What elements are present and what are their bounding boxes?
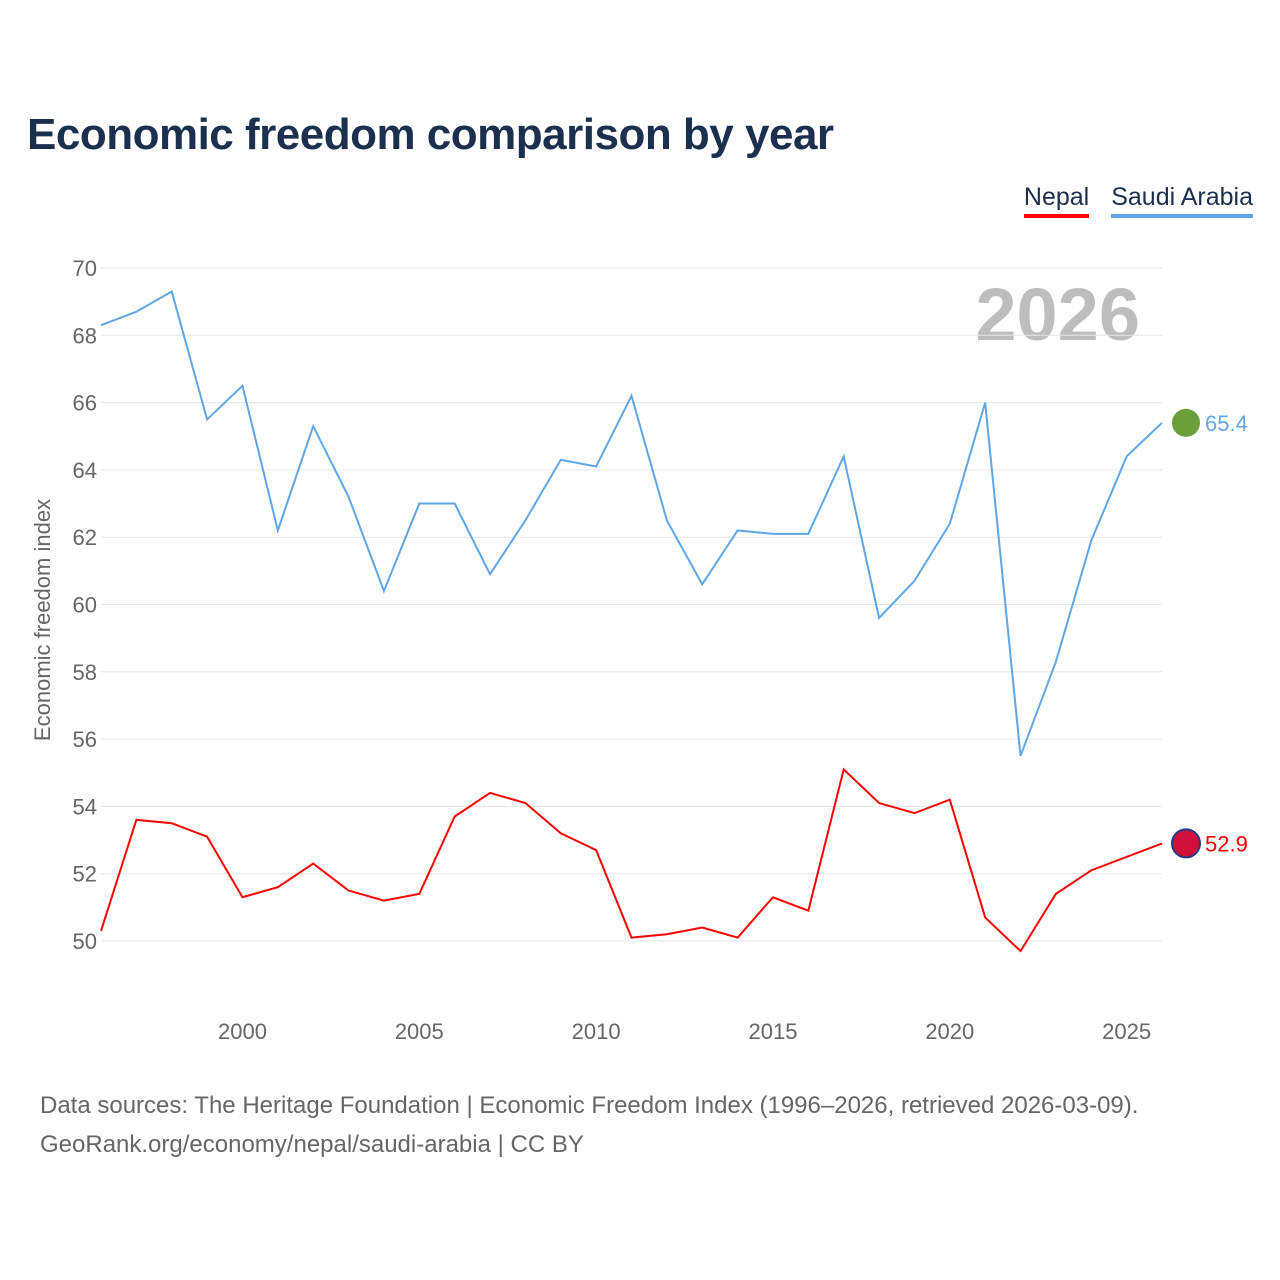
data-point[interactable] [452,813,458,819]
chart-title: Economic freedom comparison by year [27,110,834,159]
data-point[interactable] [911,578,917,584]
data-point[interactable] [416,501,422,507]
data-point[interactable] [1159,840,1165,846]
y-tick-label: 66 [73,391,97,416]
data-point[interactable] [239,894,245,900]
data-point[interactable] [735,935,741,941]
legend: Nepal Saudi Arabia [1023,183,1253,218]
y-tick-label: 70 [73,256,97,281]
series-line-nepal[interactable] [100,767,1163,953]
data-point[interactable] [841,453,847,459]
footer: Data sources: The Heritage Foundation | … [40,1086,1138,1164]
data-point[interactable] [593,464,599,470]
data-point[interactable] [381,898,387,904]
data-point[interactable] [805,908,811,914]
data-point[interactable] [1018,753,1024,759]
data-point[interactable] [770,894,776,900]
data-point[interactable] [239,383,245,389]
footer-attribution: GeoRank.org/economy/nepal/saudi-arabia |… [40,1131,584,1158]
y-tick-label: 54 [73,794,97,819]
data-point[interactable] [275,884,281,890]
y-tick-label: 50 [73,929,97,954]
data-point[interactable] [1088,867,1094,873]
y-tick-label: 60 [73,593,97,618]
data-point[interactable] [522,800,528,806]
data-point[interactable] [699,581,705,587]
x-tick-label: 2005 [395,1019,444,1044]
x-tick-label: 2010 [572,1019,621,1044]
data-point[interactable] [1018,948,1024,954]
data-point[interactable] [1124,453,1130,459]
series-line-saudi-arabia[interactable] [100,290,1163,757]
data-point[interactable] [593,847,599,853]
x-tick-label: 2000 [218,1019,267,1044]
x-tick-label: 2020 [925,1019,974,1044]
year-watermark: 2026 [975,273,1140,356]
y-tick-label: 64 [73,458,97,483]
legend-nepal[interactable]: Nepal [1023,183,1090,218]
data-point[interactable] [947,797,953,803]
data-point[interactable] [487,790,493,796]
data-point[interactable] [558,457,564,463]
data-point[interactable] [735,527,741,533]
y-tick-label: 58 [73,660,97,685]
data-point[interactable] [204,416,210,422]
data-point[interactable] [629,935,635,941]
data-point[interactable] [381,588,387,594]
data-point[interactable] [1124,854,1130,860]
data-point[interactable] [204,834,210,840]
data-point[interactable] [487,571,493,577]
y-tick-label: 52 [73,862,97,887]
data-point[interactable] [522,517,528,523]
data-point[interactable] [841,766,847,772]
end-value-label: 52.9 [1205,831,1248,856]
data-point[interactable] [346,888,352,894]
data-point[interactable] [982,914,988,920]
data-point[interactable] [416,891,422,897]
data-point[interactable] [770,531,776,537]
end-value-label: 65.4 [1205,411,1248,436]
data-point[interactable] [1088,538,1094,544]
data-point[interactable] [1053,659,1059,665]
data-point[interactable] [133,309,139,315]
y-axis-label: Economic freedom index [30,499,55,741]
y-tick-label: 56 [73,727,97,752]
data-point[interactable] [98,322,104,328]
data-point[interactable] [169,289,175,295]
saudi-flag-icon [1172,408,1200,437]
data-point[interactable] [805,531,811,537]
data-point[interactable] [1159,420,1165,426]
data-point[interactable] [629,393,635,399]
legend-saudi-arabia[interactable]: Saudi Arabia [1111,183,1253,218]
data-point[interactable] [699,925,705,931]
data-point[interactable] [346,494,352,500]
nepal-flag-icon [1171,828,1201,859]
data-point[interactable] [911,810,917,816]
data-point[interactable] [876,615,882,621]
x-tick-label: 2015 [748,1019,797,1044]
data-point[interactable] [558,830,564,836]
data-point[interactable] [664,931,670,937]
data-point[interactable] [98,928,104,934]
data-point[interactable] [310,423,316,429]
data-point[interactable] [452,501,458,507]
data-point[interactable] [169,820,175,826]
data-point[interactable] [664,517,670,523]
footer-sources: Data sources: The Heritage Foundation | … [40,1092,1139,1119]
data-point[interactable] [1053,891,1059,897]
data-point[interactable] [982,400,988,406]
data-point[interactable] [275,527,281,533]
y-tick-label: 62 [73,525,97,550]
x-tick-label: 2025 [1102,1019,1151,1044]
data-point[interactable] [876,800,882,806]
data-point[interactable] [310,861,316,867]
data-point[interactable] [133,817,139,823]
data-point[interactable] [947,521,953,527]
y-tick-label: 68 [73,323,97,348]
